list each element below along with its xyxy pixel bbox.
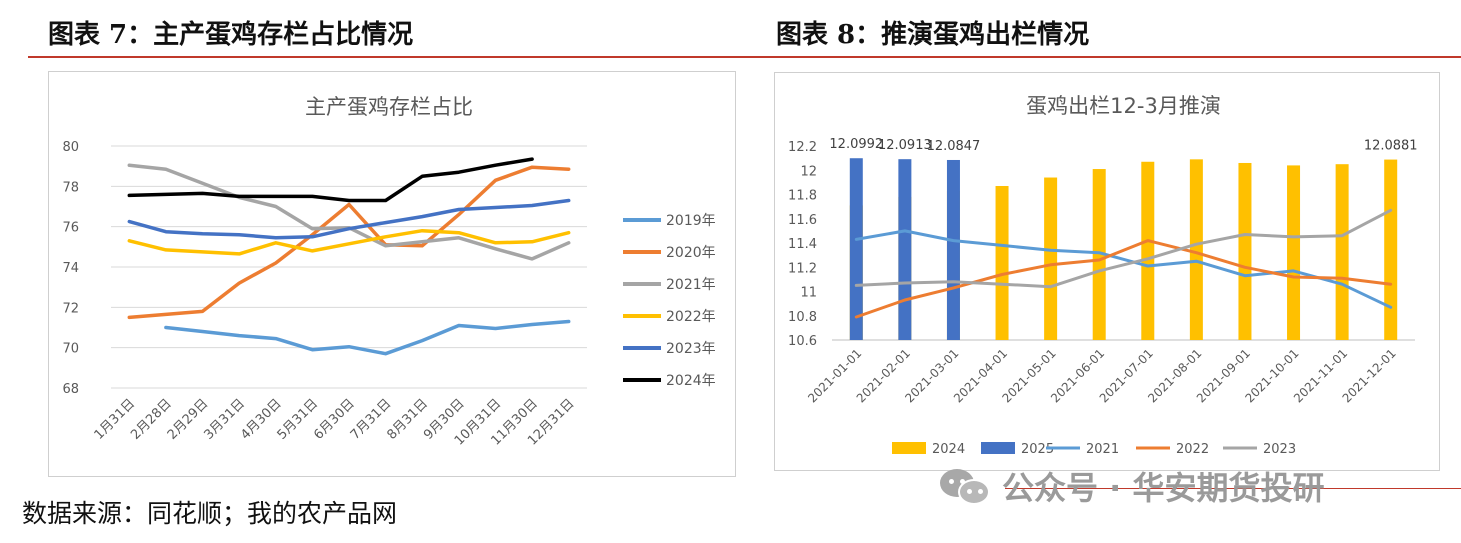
bar-2024: [1238, 162, 1252, 340]
series-line-2021: [854, 229, 1393, 309]
y-tick-label: 11.8: [788, 189, 817, 204]
figure8-title: 图表 8：推演蛋鸡出栏情况: [776, 20, 1090, 50]
data-source: 数据来源：同花顺；我的农产品网: [22, 499, 398, 528]
legend-label: 2021年: [666, 277, 716, 293]
top-rule: [28, 56, 1461, 58]
egg-chicken-projection-chart: 蛋鸡出栏12-3月推演 10.6 10.8 11 11.2 11.4 11.6 11.8 12 1…: [788, 94, 1418, 457]
figure7-title: 图表 7：主产蛋鸡存栏占比情况: [48, 20, 414, 50]
y-tick-label: 78: [62, 180, 79, 195]
y-tick-label: 68: [62, 382, 79, 397]
legend-swatch: [892, 442, 926, 454]
chart-panel-2: 蛋鸡出栏12-3月推演 10.6 10.8 11 11.2 11.4 11.6 11.8 12 1…: [774, 72, 1440, 471]
legend-label: 2022: [1176, 442, 1209, 457]
wechat-icon: [938, 465, 992, 507]
legend-label: 2022年: [666, 309, 716, 325]
bar-2024: [1092, 169, 1106, 340]
series-line-2022: [854, 239, 1393, 319]
y-tick-label: 11.4: [788, 237, 817, 252]
y-tick-label: 11: [800, 286, 817, 301]
y-tick-label: 74: [62, 261, 79, 276]
watermark-text: 公众号 · 华安期货投研: [1002, 469, 1325, 507]
y-tick-label: 72: [62, 301, 79, 316]
y-tick-label: 12: [800, 164, 817, 179]
series-line-2022年: [127, 228, 571, 256]
data-label: 12.0913: [878, 138, 932, 153]
y-tick-label: 80: [62, 140, 79, 155]
legend-label: 2023年: [666, 341, 716, 357]
bar-2025: [946, 159, 960, 340]
data-label: 12.0881: [1364, 139, 1418, 154]
legend-label: 2020年: [666, 245, 716, 261]
legend-label: 2024年: [666, 373, 716, 389]
bar-2024: [1287, 165, 1301, 340]
bar-2024: [1141, 161, 1155, 340]
y-tick-label: 10.8: [788, 310, 817, 325]
series-line-2019年: [164, 319, 571, 356]
series-line-2023: [854, 208, 1393, 289]
bar-2025: [898, 159, 912, 340]
series-line-2024年: [127, 157, 534, 203]
bar-2024: [1044, 177, 1058, 340]
chart-title: 蛋鸡出栏12-3月推演: [1026, 94, 1221, 118]
legend-label: 2019年: [666, 213, 716, 229]
legend-label: 2023: [1263, 442, 1296, 457]
bar-2024: [1189, 159, 1203, 340]
y-tick-label: 11.6: [788, 213, 817, 228]
data-label: 12.0992: [829, 137, 883, 152]
chart-title: 主产蛋鸡存栏占比: [305, 95, 473, 119]
y-tick-label: 12.2: [788, 140, 817, 155]
layer-ratio-chart: 主产蛋鸡存栏占比687072747678801月31日2月28日2月29日3月3…: [62, 95, 716, 449]
y-tick-label: 76: [62, 221, 79, 236]
watermark: 公众号 · 华安期货投研: [938, 462, 1324, 510]
bar-2024: [995, 186, 1009, 340]
legend-label: 2025: [1021, 442, 1054, 457]
bar-2025: [849, 158, 863, 340]
chart-panel-1: 主产蛋鸡存栏占比 68 70 72 74 76 78 80 1月31日 2月28日 2月29日 3月3…: [48, 71, 736, 477]
y-tick-label: 11.2: [788, 261, 817, 276]
y-tick-label: 10.6: [788, 334, 817, 349]
legend-label: 2021: [1086, 442, 1119, 457]
y-tick-label: 70: [62, 342, 79, 357]
bar-2024: [1384, 159, 1398, 340]
series-line-2023年: [127, 198, 571, 240]
legend-label: 2024: [932, 442, 965, 457]
bar-2024: [1335, 164, 1349, 340]
legend-swatch: [981, 442, 1015, 454]
bottom-rule: [1005, 488, 1461, 489]
series-line-2020年: [127, 165, 571, 320]
data-label: 12.0847: [927, 139, 981, 154]
